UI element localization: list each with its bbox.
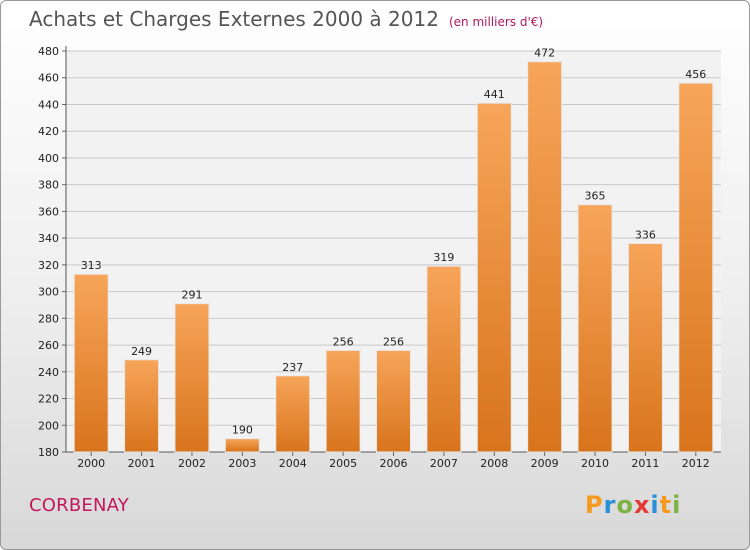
bar-value-label: 472 xyxy=(534,47,555,60)
bar xyxy=(73,273,109,453)
bar-value-label: 336 xyxy=(635,228,656,241)
bar-value-label: 256 xyxy=(383,335,404,348)
bar xyxy=(678,82,714,453)
y-tick-label: 300 xyxy=(38,286,59,299)
bar-value-label: 365 xyxy=(585,190,606,203)
x-tick-label: 2004 xyxy=(279,457,307,470)
x-tick-label: 2006 xyxy=(380,457,408,470)
x-tick-label: 2012 xyxy=(682,457,710,470)
y-tick-label: 240 xyxy=(38,366,59,379)
x-tick-label: 2003 xyxy=(228,457,256,470)
logo-letter: x xyxy=(633,491,651,519)
bar xyxy=(426,265,462,453)
chart-title: Achats et Charges Externes 2000 à 2012 xyxy=(29,7,439,31)
bar-value-label: 291 xyxy=(181,289,202,302)
bar xyxy=(376,349,411,453)
bar xyxy=(627,242,663,453)
y-tick-label: 340 xyxy=(38,232,59,245)
proxiti-logo[interactable]: Proxiti xyxy=(585,491,681,519)
x-tick-label: 2005 xyxy=(329,457,357,470)
chart-subtitle: (en milliers d'€) xyxy=(448,15,544,29)
x-tick-label: 2001 xyxy=(128,457,156,470)
bar xyxy=(224,438,260,453)
y-tick-label: 220 xyxy=(38,393,59,406)
bar xyxy=(325,349,361,453)
x-tick-label: 2000 xyxy=(77,457,105,470)
y-tick-label: 320 xyxy=(38,259,59,272)
bar-value-label: 249 xyxy=(131,345,152,358)
x-tick-label: 2002 xyxy=(178,457,206,470)
bar xyxy=(174,303,210,453)
bar-value-label: 237 xyxy=(282,361,303,374)
bar-value-label: 441 xyxy=(484,88,505,101)
bar xyxy=(275,375,311,453)
logo-letter: i xyxy=(650,491,660,519)
logo-letter: t xyxy=(659,491,673,519)
y-tick-label: 360 xyxy=(38,205,59,218)
y-tick-label: 480 xyxy=(38,45,59,58)
y-tick-label: 200 xyxy=(38,419,59,432)
y-tick-label: 260 xyxy=(38,339,59,352)
y-tick-label: 180 xyxy=(38,446,59,459)
bar xyxy=(476,102,512,453)
y-tick-label: 440 xyxy=(38,98,59,111)
bar-value-label: 313 xyxy=(81,259,102,272)
bar-value-label: 456 xyxy=(685,68,706,81)
bar-value-label: 190 xyxy=(232,424,253,437)
y-tick-label: 460 xyxy=(38,72,59,85)
logo-letter: P xyxy=(585,491,604,519)
logo-letter: r xyxy=(603,491,617,519)
place-name: CORBENAY xyxy=(29,495,129,516)
bar xyxy=(124,359,160,453)
y-tick-label: 400 xyxy=(38,152,59,165)
bar-value-label: 319 xyxy=(433,251,454,264)
x-tick-label: 2009 xyxy=(531,457,559,470)
bar-value-label: 256 xyxy=(333,335,354,348)
x-tick-label: 2008 xyxy=(480,457,508,470)
logo-letter: o xyxy=(616,491,634,519)
bar xyxy=(527,61,563,453)
x-tick-label: 2010 xyxy=(581,457,609,470)
y-tick-label: 420 xyxy=(38,125,59,138)
y-tick-label: 280 xyxy=(38,312,59,325)
bar xyxy=(577,204,613,453)
x-tick-label: 2011 xyxy=(631,457,659,470)
logo-letter: i xyxy=(672,491,682,519)
title-row: Achats et Charges Externes 2000 à 2012 (e… xyxy=(29,7,543,31)
x-tick-label: 2007 xyxy=(430,457,458,470)
y-tick-label: 380 xyxy=(38,179,59,192)
